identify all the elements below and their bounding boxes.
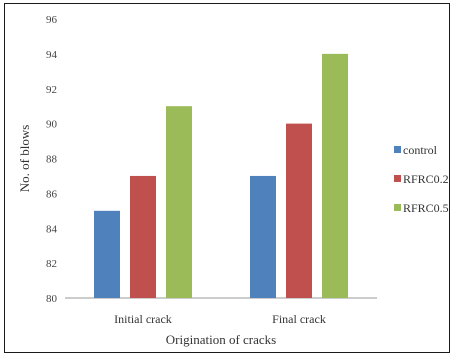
- bar: [130, 175, 156, 298]
- y-tick-label: 80: [46, 293, 58, 305]
- bars: [94, 53, 348, 298]
- legend-swatch: [394, 146, 401, 153]
- x-tick-label: Initial crack: [114, 312, 172, 326]
- y-tick-label: 96: [46, 14, 58, 26]
- bar: [286, 123, 312, 298]
- y-tick-label: 94: [46, 49, 58, 61]
- y-tick-label: 84: [46, 223, 58, 235]
- y-tick-label: 92: [46, 84, 57, 96]
- y-tick-label: 90: [46, 119, 58, 131]
- bar: [322, 53, 348, 298]
- bar: [166, 106, 192, 298]
- bar: [250, 175, 276, 298]
- legend-swatch: [394, 204, 401, 211]
- x-tick-label: Final crack: [272, 312, 326, 326]
- y-axis-title: No. of blows: [17, 125, 32, 193]
- bar-chart: 80 82 84 86 88 90 92 94 96 Initial crack Final cr…: [17, 14, 450, 347]
- legend-label: control: [403, 143, 438, 157]
- chart-frame: 80 82 84 86 88 90 92 94 96 Initial crack Final cr…: [4, 3, 450, 353]
- legend: control RFRC0.25 RFRC0.5: [394, 143, 450, 215]
- bar: [94, 210, 120, 298]
- legend-swatch: [394, 175, 401, 182]
- legend-label: RFRC0.5: [403, 201, 449, 215]
- legend-label: RFRC0.25: [403, 172, 450, 186]
- x-axis-title: Origination of cracks: [166, 332, 276, 347]
- category-labels: Initial crack Final crack: [114, 312, 326, 326]
- y-tick-label: 86: [46, 188, 58, 200]
- y-tick-label: 82: [46, 258, 57, 270]
- y-axis-ticks: 80 82 84 86 88 90 92 94 96: [46, 14, 58, 305]
- y-tick-label: 88: [46, 154, 58, 166]
